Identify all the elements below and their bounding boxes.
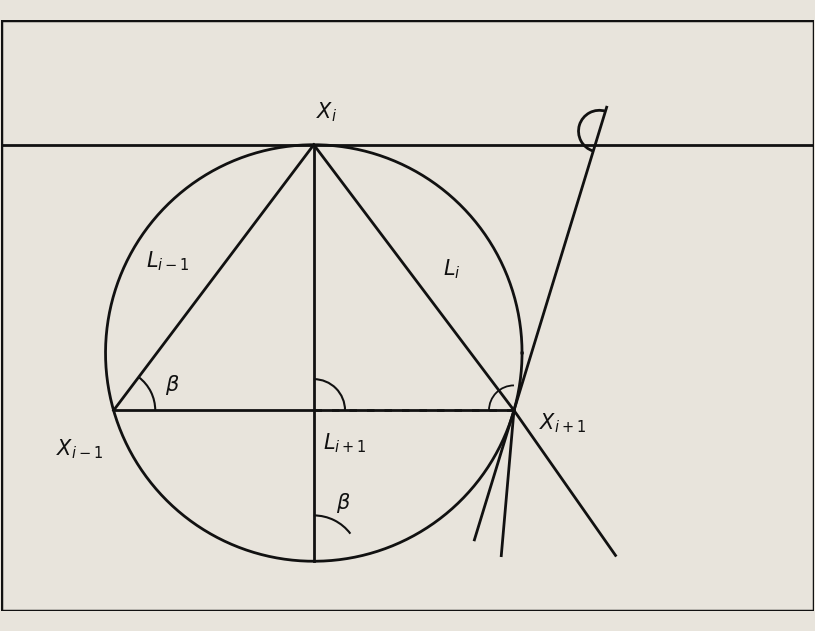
Text: $X_{i-1}$: $X_{i-1}$ xyxy=(56,437,104,461)
Text: $\beta$: $\beta$ xyxy=(165,374,179,398)
Text: $X_{i+1}$: $X_{i+1}$ xyxy=(539,411,586,435)
Text: $L_i$: $L_i$ xyxy=(443,257,460,281)
Text: $X_i$: $X_i$ xyxy=(315,100,337,124)
Text: $L_{i+1}$: $L_{i+1}$ xyxy=(324,431,367,455)
Text: $\beta$: $\beta$ xyxy=(336,491,350,515)
Text: $L_{i-1}$: $L_{i-1}$ xyxy=(146,249,190,273)
